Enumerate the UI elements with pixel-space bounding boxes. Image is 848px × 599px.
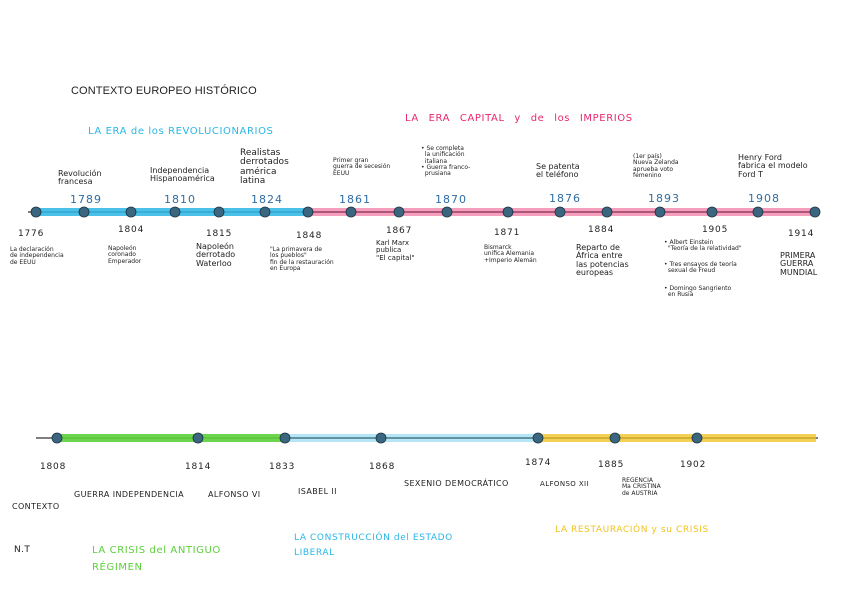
node-1848 — [302, 206, 314, 218]
event-1861-label: Primer gran guerra de secesión EEUU — [333, 157, 391, 177]
page-title: CONTEXTO EUROPEO HISTÓRICO — [71, 85, 257, 97]
event-1905-freud: • Tres ensayos de teoría sexual de Freud — [664, 261, 737, 275]
year-1908: 1908 — [748, 192, 780, 205]
timeline2-era-restauracion-band — [538, 434, 816, 442]
event-1893-label: (1er país) Nueva Zelanda aprueba voto fe… — [633, 153, 679, 179]
year-1893: 1893 — [648, 192, 680, 205]
year2-1833: 1833 — [269, 462, 296, 472]
node2-1874 — [532, 432, 544, 444]
timeline2-era-antiguo-band — [55, 434, 285, 442]
node-1870 — [441, 206, 453, 218]
node-1871 — [502, 206, 514, 218]
node2-1808 — [51, 432, 63, 444]
event-1867-label: Karl Marx publica "El capital" — [376, 239, 415, 262]
year-1824: 1824 — [251, 193, 283, 206]
era-capital-label: LA ERA CAPITAL y de los IMPERIOS — [405, 113, 633, 124]
node-1893 — [654, 206, 666, 218]
period-isabel: ISABEL II — [298, 487, 337, 496]
event-1876-label: Se patenta el teléfono — [536, 162, 580, 180]
node-1908 — [752, 206, 764, 218]
period-alfonso12: ALFONSO XII — [540, 480, 589, 488]
node-1810 — [169, 206, 181, 218]
event-1908-label: Henry Ford fabrica el modelo Ford T — [738, 153, 808, 179]
node-1789 — [78, 206, 90, 218]
year-1884: 1884 — [588, 225, 615, 235]
year-1776: 1776 — [18, 229, 45, 239]
year-1815: 1815 — [206, 229, 233, 239]
event-1871-label: Bismarck unifica Alemania +Imperio Alemá… — [484, 244, 537, 264]
year2-1868: 1868 — [369, 462, 396, 472]
node-1824 — [259, 206, 271, 218]
year-1876: 1876 — [549, 192, 581, 205]
era-antiguo-regimen-label: LA CRISIS del ANTIGUO RÉGIMEN — [92, 545, 221, 573]
year-1804: 1804 — [118, 225, 145, 235]
event-1905-domingo: • Domingo Sangriento en Rusia — [664, 285, 732, 299]
node-1914 — [809, 206, 821, 218]
event-1905-einstein: • Albert Einstein "Teoría de la relativi… — [664, 239, 742, 253]
year2-1814: 1814 — [185, 462, 212, 472]
era-restauracion-label: LA RESTAURACIÓN y su CRISIS — [555, 525, 709, 535]
node-1815 — [213, 206, 225, 218]
year-1861: 1861 — [339, 193, 371, 206]
period-regencia: REGENCIA Ma CRISTINA de AUSTRIA — [622, 477, 661, 497]
node-1905 — [706, 206, 718, 218]
node-1867 — [393, 206, 405, 218]
event-1776-label: La declaración de independencia de EEUU — [10, 246, 64, 266]
node-1804 — [125, 206, 137, 218]
event-1789-label: Revolución francesa — [58, 169, 102, 187]
event-1824-label: Realistas derrotados américa latina — [240, 148, 289, 187]
period-contexto: CONTEXTO — [12, 502, 60, 511]
year2-1808: 1808 — [40, 462, 67, 472]
year2-1874: 1874 — [525, 458, 552, 468]
node2-1902 — [691, 432, 703, 444]
year-1789: 1789 — [70, 193, 102, 206]
year2-1902: 1902 — [680, 460, 707, 470]
era-estado-liberal-label: LA CONSTRUCCIÓN del ESTADO LIBERAL — [294, 533, 453, 559]
year-1810: 1810 — [164, 193, 196, 206]
event-1884-label: Reparto de África entre las potencias eu… — [576, 243, 629, 278]
node-1884 — [601, 206, 613, 218]
nt-label: N.T — [14, 545, 31, 555]
node2-1833 — [279, 432, 291, 444]
event-1810-label: Independencia Hispanoamérica — [150, 166, 215, 184]
event-1870-label: • Se completa la unificación italiana • … — [421, 145, 471, 178]
node2-1814 — [192, 432, 204, 444]
year-1905: 1905 — [702, 225, 729, 235]
node-1776 — [30, 206, 42, 218]
period-sexenio: SEXENIO DEMOCRÁTICO — [404, 479, 509, 488]
period-fernando: ALFONSO VI — [208, 490, 261, 499]
year-1914: 1914 — [788, 229, 815, 239]
node2-1885 — [609, 432, 621, 444]
event-1848-label: "La primavera de los pueblos" fin de la … — [270, 246, 334, 272]
year-1867: 1867 — [386, 226, 413, 236]
event-1804-label: Napoleón coronado Emperador — [108, 245, 142, 265]
year-1848: 1848 — [296, 231, 323, 241]
timeline2-era-estado-band — [285, 434, 538, 442]
year2-1885: 1885 — [598, 460, 625, 470]
node-1876 — [554, 206, 566, 218]
event-1914-label: PRIMERA GUERRA MUNDIAL — [780, 251, 818, 277]
node2-1868 — [375, 432, 387, 444]
year-1870: 1870 — [435, 193, 467, 206]
year-1871: 1871 — [494, 228, 521, 238]
event-1815-label: Napoleón derrotado Waterloo — [196, 242, 236, 268]
node-1861 — [345, 206, 357, 218]
era-revoluciones-label: LA ERA de los REVOLUCIONARIOS — [88, 126, 274, 137]
period-guerra-independencia: GUERRA INDEPENDENCIA — [74, 490, 184, 499]
